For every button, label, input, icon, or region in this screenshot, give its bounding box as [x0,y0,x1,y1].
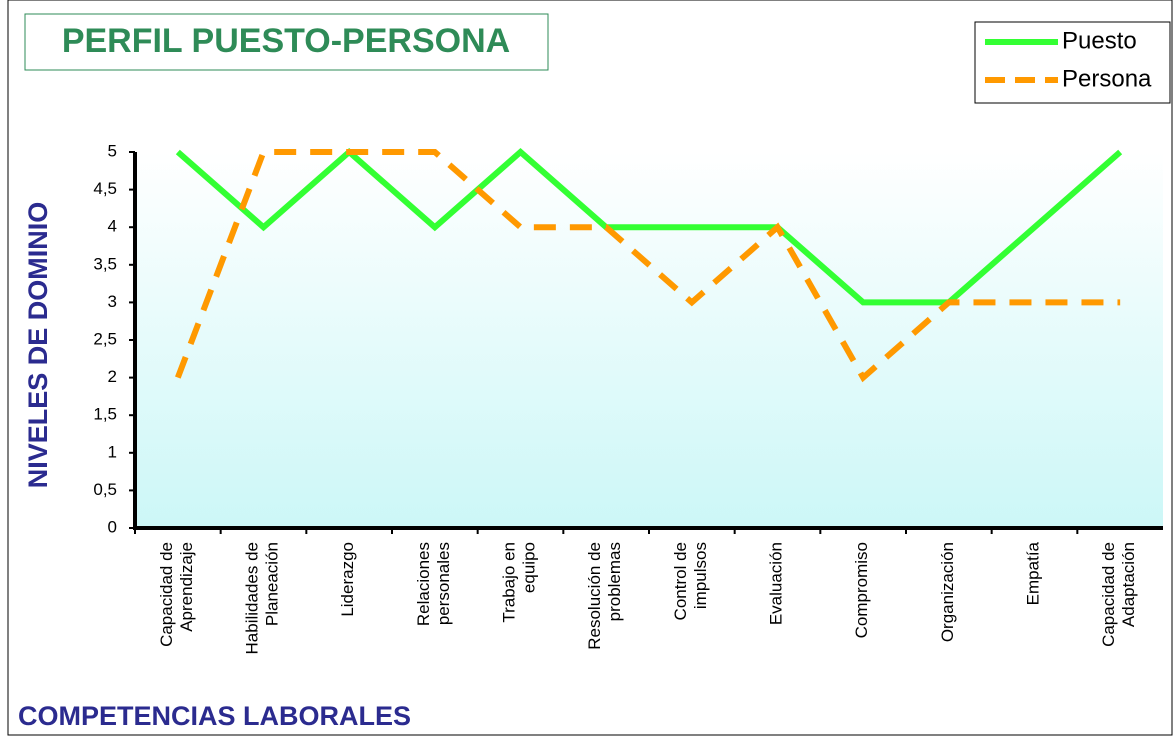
y-tick-label: 1 [108,442,117,461]
x-tick-label: Capacidad deAprendizaje [157,542,196,647]
plot-background [135,152,1163,528]
y-tick-label: 3,5 [93,254,117,273]
chart-border [7,0,1173,736]
line-series [175,149,1121,383]
y-tick-label: 4 [108,217,117,236]
x-tick-label: Liderazgo [339,542,358,617]
title-box [24,13,549,71]
y-axis-title: NIVELES DE DOMINIO [23,202,53,489]
y-tick-label: 5 [108,141,117,160]
x-tick-label: Habilidades dePlaneación [243,542,282,654]
x-tick-label: Resolución deproblemas [586,542,625,650]
x-tick-label: Organización [938,542,957,642]
y-tick-label: 0,5 [93,480,117,499]
y-tick-label: 2 [108,367,117,386]
x-tick-label: Trabajo enequipo [500,542,539,623]
chart-title: PERFIL PUESTO-PERSONA [62,22,510,60]
legend-label: Puesto [1062,27,1137,54]
x-tick-label: Capacidad deAdaptación [1100,542,1139,647]
x-tick-label: Control deimpulsos [671,542,710,620]
x-axis-title: COMPETENCIAS LABORALES [18,701,411,731]
x-tick-label: Empatía [1024,541,1043,605]
y-tick-label: 1,5 [93,405,117,424]
x-tick-label: Evaluación [767,542,786,625]
y-tick-label: 2,5 [93,329,117,348]
x-tick-label: Relacionespersonales [414,542,453,626]
legend-box [974,21,1171,104]
legend-label: Persona [1062,65,1152,92]
x-tick-label: Compromiso [853,542,872,638]
line-series [175,148,1123,306]
y-tick-label: 4,5 [93,179,117,198]
y-tick-label: 0 [108,517,117,536]
y-tick-label: 3 [108,292,117,311]
